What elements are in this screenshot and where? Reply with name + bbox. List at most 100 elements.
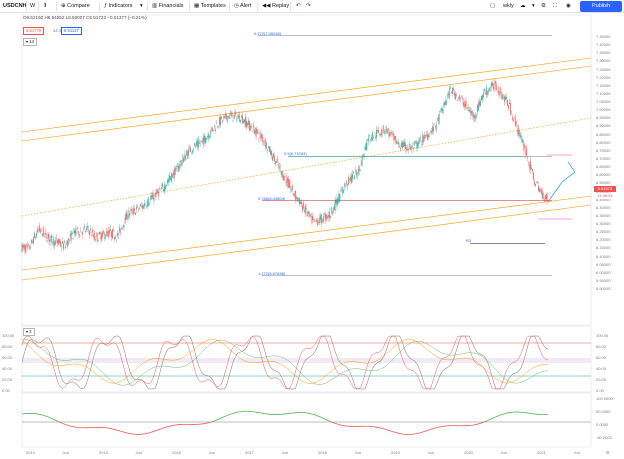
- candle-body: [113, 229, 114, 231]
- candle-body: [46, 240, 48, 242]
- candle-body: [197, 139, 199, 148]
- candle-body: [102, 230, 104, 235]
- candle-body: [491, 82, 493, 86]
- candle-body: [68, 239, 70, 241]
- candle-body: [222, 116, 224, 118]
- indicators-button[interactable]: ƒ Indicators: [104, 2, 132, 11]
- candle-body: [437, 117, 439, 121]
- candle-body: [442, 108, 444, 114]
- candle-body: [488, 88, 490, 91]
- candle-body: [70, 233, 72, 242]
- candle-body: [342, 187, 344, 193]
- candle-body: [431, 130, 432, 133]
- price-axis-label: 5.90000: [596, 286, 611, 292]
- chevron-down-icon[interactable]: ▾: [532, 3, 535, 9]
- candle-body: [58, 239, 59, 245]
- alert-button[interactable]: ◷ Alert: [234, 2, 251, 11]
- candle-body: [273, 154, 274, 158]
- candle-body: [100, 234, 102, 241]
- candle-body: [198, 142, 200, 144]
- osc1-middle-band: [22, 358, 591, 363]
- candle-body: [484, 88, 485, 91]
- candle-body: [376, 129, 377, 138]
- camera-icon[interactable]: ◉: [566, 3, 571, 9]
- candle-body: [91, 229, 93, 233]
- candle-body: [350, 176, 351, 181]
- osc2-segment: [430, 428, 433, 430]
- candle-body: [193, 149, 194, 151]
- osc2-segment: [503, 413, 506, 415]
- candle-body: [358, 166, 360, 172]
- candle-body: [157, 191, 159, 193]
- candle-body: [469, 110, 471, 113]
- settings-gear-icon[interactable]: ⚙: [606, 450, 610, 455]
- candle-body: [432, 126, 433, 133]
- undo-icon[interactable]: ↶: [296, 3, 301, 9]
- candle-body: [409, 146, 411, 150]
- candle-body: [420, 136, 422, 139]
- redo-icon[interactable]: ↷: [306, 3, 311, 9]
- candle-body: [447, 93, 449, 97]
- candle-body: [96, 233, 98, 241]
- replay-button[interactable]: ◀◀ Replay: [262, 2, 289, 11]
- candle-body: [22, 245, 24, 248]
- candle-body: [528, 162, 530, 164]
- candle-body: [90, 228, 91, 230]
- candle-body: [279, 166, 281, 168]
- candle-body: [448, 92, 450, 96]
- candle-body: [134, 208, 136, 211]
- chart-area[interactable]: [0, 13, 624, 459]
- fullscreen-icon[interactable]: ⛶: [553, 3, 557, 9]
- candle-body: [480, 101, 481, 107]
- osc1-legend[interactable]: ▾ 2: [23, 328, 35, 336]
- osc2-segment: [318, 415, 321, 418]
- time-axis-label: 2017: [245, 450, 254, 455]
- candle-body: [341, 189, 343, 191]
- osc2-segment: [432, 427, 435, 430]
- candle-body: [433, 127, 434, 132]
- osc2-segment: [41, 414, 44, 416]
- candle-body: [116, 239, 117, 241]
- candle-body: [60, 241, 61, 246]
- osc2-segment: [48, 416, 52, 419]
- candle-body: [377, 130, 378, 132]
- settings-gear-icon[interactable]: ⚙: [541, 3, 546, 9]
- projection-path: [547, 161, 576, 203]
- candle-body: [332, 208, 334, 213]
- osc2-segment: [58, 421, 61, 423]
- fib-levels: [258, 35, 552, 277]
- layout-grid-icon[interactable]: ▢: [490, 3, 496, 9]
- ask-badge[interactable]: 6.51137: [61, 27, 82, 35]
- candle-body: [302, 202, 304, 209]
- financials-button[interactable]: ▥ Financials: [152, 2, 184, 11]
- candle-body: [411, 145, 413, 147]
- price-axis-label: 6.55000: [596, 180, 611, 186]
- candle-body: [146, 200, 148, 207]
- cloud-icon[interactable]: ☁: [520, 3, 526, 9]
- candle-body: [502, 95, 504, 100]
- osc2-segment: [64, 423, 67, 426]
- indicator-collapse-button[interactable]: ▾ 14: [23, 38, 37, 46]
- candle-body: [408, 144, 410, 147]
- candle-body: [183, 158, 185, 163]
- symbol-search[interactable]: USDCNH: [3, 3, 27, 9]
- layout-name[interactable]: wkly: [503, 3, 514, 9]
- osc2-segment: [224, 415, 227, 418]
- publish-button[interactable]: Publish: [580, 1, 622, 12]
- osc2-segment: [60, 422, 63, 424]
- bar-style-icon[interactable]: ⫴: [44, 3, 47, 9]
- candle-body: [277, 164, 279, 167]
- toolbar-divider: [189, 2, 190, 11]
- indicator-dropdown-icon[interactable]: ▾: [140, 3, 143, 9]
- compare-button[interactable]: ⊕ Compare: [61, 2, 90, 11]
- candle-body: [309, 214, 311, 217]
- candle-body: [359, 169, 361, 171]
- candle-body: [313, 219, 315, 220]
- templates-button[interactable]: ▦ Templates: [194, 2, 226, 11]
- osc2-segment: [166, 426, 169, 428]
- interval-button[interactable]: W: [30, 3, 36, 9]
- candle-body: [318, 221, 320, 223]
- bid-badge[interactable]: 6.51779: [23, 27, 45, 35]
- candle-body: [257, 132, 259, 134]
- candle-body: [158, 191, 160, 197]
